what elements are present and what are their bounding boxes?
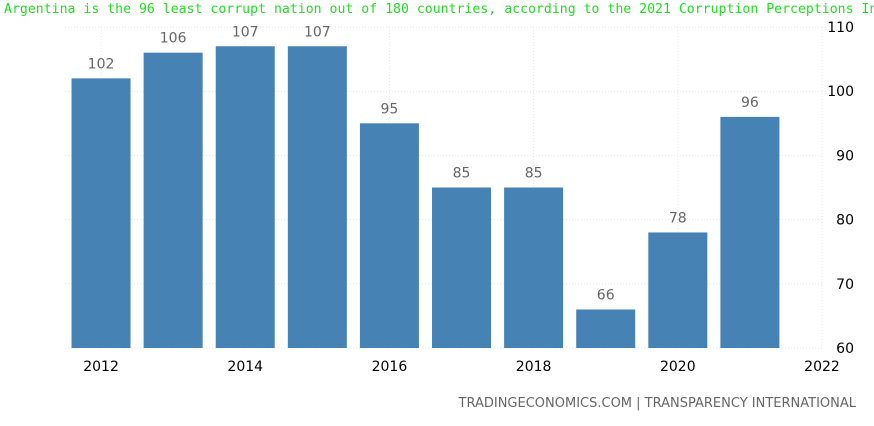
bar bbox=[576, 309, 636, 348]
bar bbox=[504, 187, 564, 348]
data-label: 107 bbox=[304, 24, 331, 40]
data-label: 85 bbox=[453, 166, 471, 182]
bar bbox=[432, 187, 492, 348]
data-labels: 102 106 107 107 95 85 85 66 78 96 bbox=[88, 24, 759, 303]
bar bbox=[287, 46, 347, 348]
bar bbox=[215, 46, 275, 348]
data-label: 85 bbox=[525, 166, 543, 182]
bars bbox=[71, 46, 780, 349]
bar bbox=[71, 78, 131, 349]
y-tick-label: 90 bbox=[836, 148, 854, 164]
data-label: 106 bbox=[160, 31, 187, 47]
y-tick-label: 70 bbox=[836, 277, 854, 293]
bar bbox=[359, 123, 419, 348]
data-label: 66 bbox=[597, 287, 615, 303]
y-tick-label: 60 bbox=[836, 341, 854, 357]
x-tick-label: 2014 bbox=[227, 359, 263, 375]
data-label: 96 bbox=[741, 95, 759, 111]
x-tick-label: 2018 bbox=[516, 359, 552, 375]
y-tick-label: 100 bbox=[827, 84, 854, 100]
x-axis-ticks: 2012 2014 2016 2018 2020 2022 bbox=[83, 359, 840, 375]
data-label: 102 bbox=[88, 56, 115, 72]
x-tick-label: 2016 bbox=[372, 359, 408, 375]
bar bbox=[648, 232, 708, 348]
x-tick-label: 2022 bbox=[804, 359, 840, 375]
bar bbox=[720, 116, 780, 348]
chart-headline: Argentina is the 96 least corrupt nation… bbox=[4, 2, 874, 17]
source-attribution: TRADINGECONOMICS.COM | TRANSPARENCY INTE… bbox=[458, 396, 856, 411]
x-tick-label: 2012 bbox=[83, 359, 119, 375]
y-tick-label: 80 bbox=[836, 213, 854, 229]
bar bbox=[143, 52, 203, 349]
x-tick-label: 2020 bbox=[660, 359, 696, 375]
data-label: 78 bbox=[669, 210, 687, 226]
data-label: 107 bbox=[232, 24, 259, 40]
data-label: 95 bbox=[381, 101, 399, 117]
y-axis-ticks: 60 70 80 90 100 110 bbox=[827, 20, 854, 357]
y-tick-label: 110 bbox=[827, 20, 854, 36]
